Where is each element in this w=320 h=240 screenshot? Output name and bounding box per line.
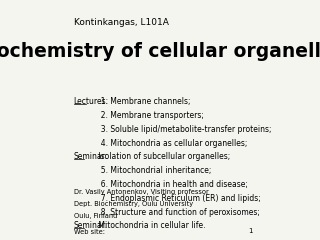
Text: Mitochondria in cellular life.: Mitochondria in cellular life. <box>96 221 206 230</box>
Text: Web site:: Web site: <box>74 229 105 235</box>
Text: 1. Membrane channels;: 1. Membrane channels; <box>96 97 191 107</box>
Text: 3. Soluble lipid/metabolite-transfer proteins;: 3. Soluble lipid/metabolite-transfer pro… <box>96 125 272 134</box>
Text: Isolation of subcellular organelles;: Isolation of subcellular organelles; <box>96 152 230 162</box>
Text: 6. Mitochondria in health and disease;: 6. Mitochondria in health and disease; <box>96 180 248 189</box>
Text: Oulu, Finland: Oulu, Finland <box>74 212 117 218</box>
Text: Biochemistry of cellular organelles: Biochemistry of cellular organelles <box>0 42 320 61</box>
Text: Dept. Biochemistry, Oulu University: Dept. Biochemistry, Oulu University <box>74 201 193 207</box>
Text: 2. Membrane transporters;: 2. Membrane transporters; <box>96 111 204 120</box>
Text: Seminar:: Seminar: <box>74 221 108 230</box>
Text: Dr. Vasily Antonenkov, Visiting professor: Dr. Vasily Antonenkov, Visiting professo… <box>74 189 208 195</box>
Text: 5. Mitochondrial inheritance;: 5. Mitochondrial inheritance; <box>96 166 212 175</box>
Text: Seminar:: Seminar: <box>74 152 108 162</box>
Text: 1: 1 <box>248 228 252 234</box>
Text: 8. Structure and function of peroxisomes;: 8. Structure and function of peroxisomes… <box>96 208 260 216</box>
Text: Kontinkangas, L101A: Kontinkangas, L101A <box>74 18 169 27</box>
Text: 4. Mitochondria as cellular organelles;: 4. Mitochondria as cellular organelles; <box>96 139 248 148</box>
Text: Lectures:: Lectures: <box>74 97 109 107</box>
Text: 7. Endoplasmic Reticulum (ER) and lipids;: 7. Endoplasmic Reticulum (ER) and lipids… <box>96 194 261 203</box>
